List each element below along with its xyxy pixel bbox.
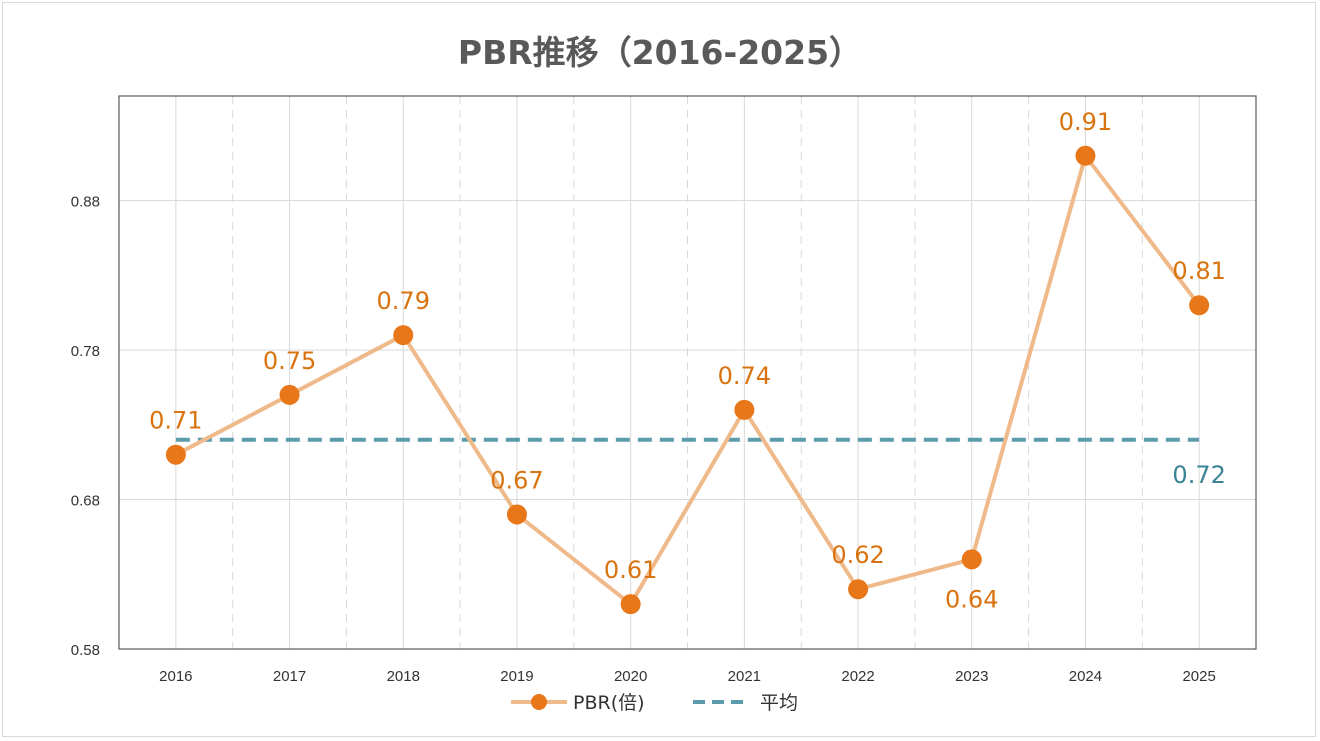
pbr-data-point — [734, 399, 755, 420]
pbr-data-point — [620, 594, 641, 615]
pbr-data-label: 0.64 — [945, 585, 998, 613]
pbr-data-label: 0.79 — [377, 287, 430, 315]
x-tick-label: 2018 — [387, 668, 420, 685]
pbr-data-point — [393, 325, 414, 346]
average-layer: 0.72 — [175, 437, 1226, 489]
x-tick-label: 2019 — [500, 668, 533, 685]
x-tick-label: 2025 — [1182, 668, 1215, 685]
y-tick-label: 0.68 — [71, 493, 100, 510]
pbr-data-label: 0.67 — [490, 466, 543, 494]
pbr-data-label: 0.61 — [604, 556, 657, 584]
average-data-label: 0.72 — [1172, 461, 1225, 489]
pbr-data-label: 0.74 — [718, 362, 771, 390]
y-tick-label: 0.88 — [71, 194, 100, 211]
pbr-data-point — [165, 444, 186, 465]
chart-title: PBR推移（2016-2025） — [457, 33, 863, 72]
y-tick-label: 0.78 — [71, 343, 100, 360]
x-axis-ticks: 2016 2017 2018 2019 2020 2021 2022 2023 2024 2025 — [159, 668, 1216, 685]
y-axis-ticks: 0.58 0.68 0.78 0.88 — [71, 194, 100, 659]
x-tick-label: 2016 — [159, 668, 192, 685]
pbr-data-label: 0.91 — [1059, 108, 1112, 136]
x-tick-label: 2017 — [273, 668, 306, 685]
pbr-data-label: 0.75 — [263, 347, 316, 375]
legend-pbr-label: PBR(倍) — [573, 692, 645, 714]
series-layer: 0.71 0.75 0.79 0.67 0.61 0.74 0.62 0.64 0.91 0.81 — [149, 108, 1226, 615]
x-tick-label: 2024 — [1069, 668, 1102, 685]
y-tick-label: 0.58 — [71, 642, 100, 659]
x-tick-label: 2020 — [614, 668, 647, 685]
plot-area-border — [118, 95, 1257, 650]
pbr-series-line — [174, 153, 1201, 607]
pbr-data-point — [848, 579, 869, 600]
pbr-data-point — [1075, 145, 1096, 166]
pbr-data-point — [506, 504, 527, 525]
x-tick-label: 2021 — [728, 668, 761, 685]
pbr-data-point — [961, 549, 982, 570]
pbr-data-label: 0.71 — [149, 407, 202, 435]
legend-pbr-marker-icon — [531, 694, 547, 710]
x-tick-label: 2023 — [955, 668, 988, 685]
legend: PBR(倍) 平均 — [511, 692, 798, 714]
x-tick-label: 2022 — [841, 668, 874, 685]
pbr-data-point — [279, 384, 300, 405]
pbr-data-label: 0.62 — [831, 541, 884, 569]
legend-average-label: 平均 — [760, 692, 798, 714]
pbr-data-point — [1189, 295, 1210, 316]
pbr-data-label: 0.81 — [1172, 257, 1225, 285]
